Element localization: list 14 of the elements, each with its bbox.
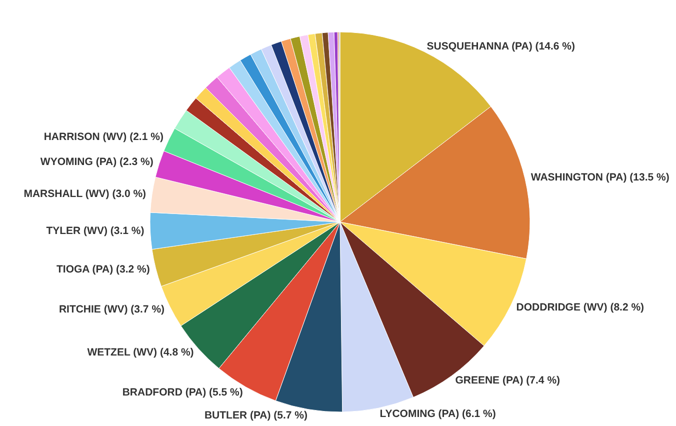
slice-label: WETZEL (WV) (4.8 %) (87, 346, 194, 359)
slice-label: TIOGA (PA) (3.2 %) (56, 264, 150, 276)
slice-label: GREENE (PA) (7.4 %) (455, 374, 560, 387)
slice-label: WYOMING (PA) (2.3 %) (40, 156, 154, 168)
slice-label: MARSHALL (WV) (3.0 %) (24, 188, 146, 200)
slice-label: SUSQUEHANNA (PA) (14.6 %) (426, 40, 575, 52)
slice-label: RITCHIE (WV) (3.7 %) (58, 303, 165, 316)
slice-label: LYCOMING (PA) (6.1 %) (380, 408, 496, 420)
slice-label: WASHINGTON (PA) (13.5 %) (530, 171, 670, 184)
slice-label: DODDRIDGE (WV) (8.2 %) (516, 302, 644, 314)
slice-label: BRADFORD (PA) (5.5 %) (122, 386, 243, 398)
slice-label: TYLER (WV) (3.1 %) (46, 225, 144, 238)
slice-label: BUTLER (PA) (5.7 %) (204, 409, 308, 422)
slice-label: HARRISON (WV) (2.1 %) (44, 130, 164, 143)
